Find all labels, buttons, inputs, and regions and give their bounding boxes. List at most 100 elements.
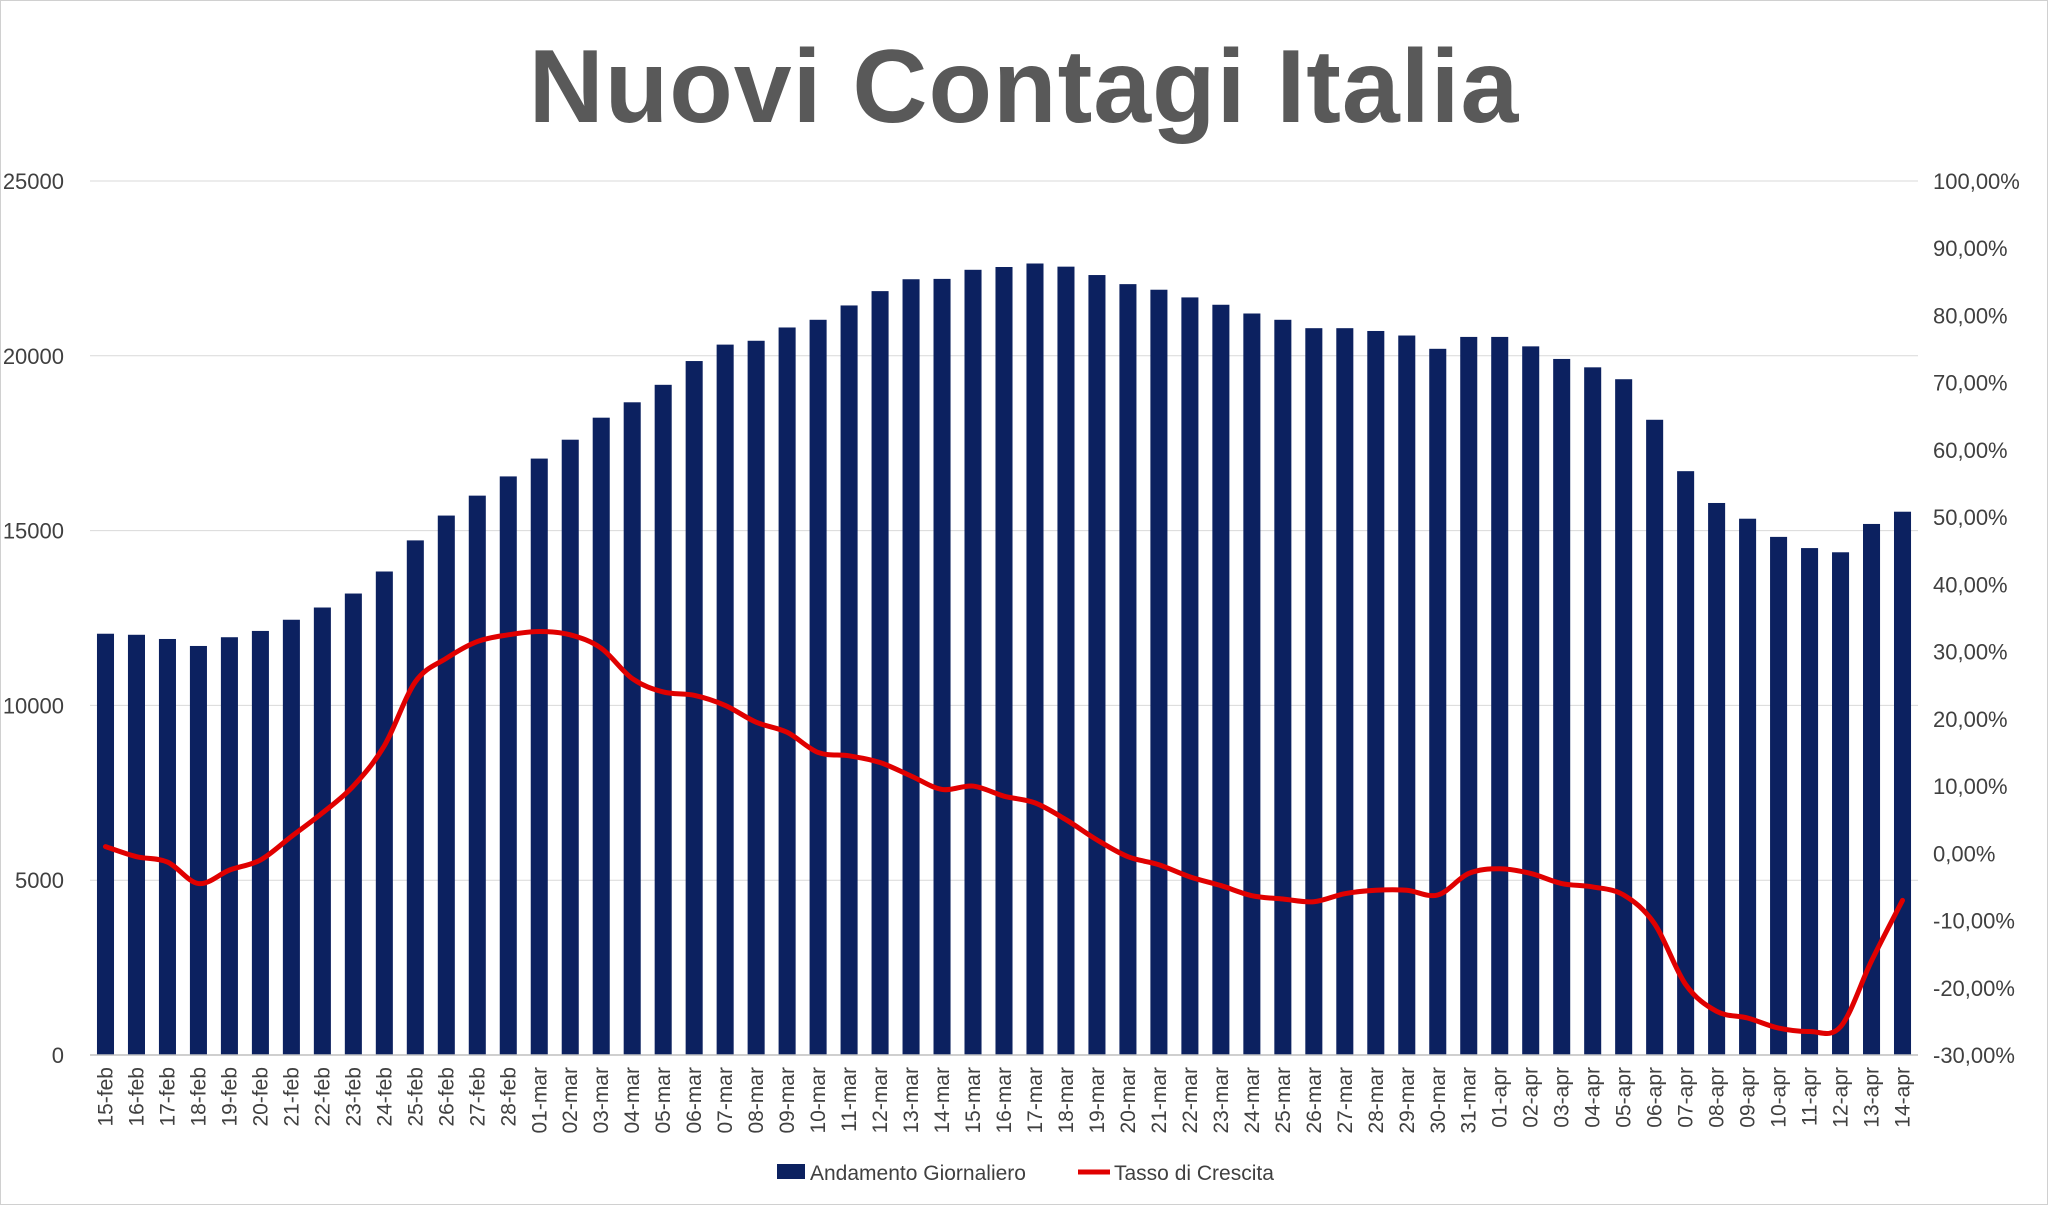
x-tick-label: 28-mar (1365, 1067, 1388, 1134)
bar (1584, 367, 1602, 1055)
bar (1615, 379, 1633, 1055)
x-tick-label: 25-mar (1272, 1067, 1295, 1134)
bar (964, 269, 982, 1055)
x-tick-label: 06-mar (683, 1067, 706, 1134)
y-right-tick-label: -30,00% (1933, 1043, 2015, 1068)
x-axis: 15-feb 16-feb 17-feb 18-feb 19-feb 20-feb 21-f… (90, 1054, 1918, 1134)
bar (747, 340, 765, 1055)
bar (499, 476, 517, 1055)
bar (127, 634, 145, 1055)
bar (623, 402, 641, 1055)
y-right-tick-label: 10,00% (1933, 774, 2008, 799)
y-right-tick-label: 80,00% (1933, 303, 2008, 328)
bar (1708, 502, 1726, 1056)
y-right-tick-label: 40,00% (1933, 572, 2008, 597)
x-tick-label: 02-mar (559, 1067, 582, 1134)
bar (1181, 297, 1199, 1055)
x-tick-label: 22-mar (1179, 1067, 1202, 1134)
x-tick-label: 23-mar (1210, 1067, 1233, 1134)
bar (1057, 266, 1075, 1056)
bar (902, 279, 920, 1055)
x-tick-label: 08-apr (1706, 1067, 1729, 1128)
bar (189, 645, 207, 1055)
y-left-tick-label: 25000 (3, 169, 64, 194)
bar (406, 540, 424, 1055)
x-tick-label: 18-feb (187, 1067, 210, 1127)
x-tick-label: 22-feb (311, 1067, 334, 1127)
y-right-tick-label: 20,00% (1933, 707, 2008, 732)
bar (1801, 548, 1819, 1055)
x-tick-label: 07-apr (1675, 1067, 1698, 1128)
bar (1739, 518, 1757, 1055)
bar (1770, 536, 1788, 1055)
bar (1305, 328, 1323, 1055)
x-tick-label: 02-apr (1520, 1067, 1543, 1128)
bar (313, 607, 331, 1055)
bar (1893, 511, 1912, 1056)
x-tick-label: 25-feb (404, 1067, 427, 1127)
bar (1274, 319, 1292, 1055)
bar (995, 267, 1013, 1055)
bar (344, 593, 362, 1055)
x-tick-label: 29-mar (1396, 1067, 1419, 1134)
bar (1336, 328, 1354, 1055)
x-tick-label: 17-mar (1024, 1067, 1047, 1134)
x-tick-label: 28-feb (497, 1067, 520, 1127)
x-tick-label: 13-apr (1861, 1067, 1884, 1128)
x-tick-label: 08-mar (745, 1067, 768, 1134)
bar (1491, 336, 1509, 1055)
x-tick-label: 21-mar (1148, 1067, 1171, 1134)
growth-rate-line (102, 628, 1906, 1036)
bar (1150, 289, 1168, 1055)
bar (1646, 419, 1664, 1055)
y-right-tick-label: 90,00% (1933, 236, 2008, 261)
x-tick-label: 19-mar (1086, 1067, 1109, 1134)
legend-label-line: Tasso di Crescita (1114, 1162, 1274, 1185)
legend-label-bar: Andamento Giornaliero (810, 1162, 1026, 1185)
x-tick-label: 05-apr (1613, 1067, 1636, 1128)
x-tick-label: 26-mar (1303, 1067, 1326, 1134)
bar (561, 439, 579, 1056)
bar (251, 630, 269, 1055)
bar (1212, 304, 1230, 1055)
x-tick-label: 26-feb (435, 1067, 458, 1127)
x-tick-label: 20-mar (1117, 1067, 1140, 1134)
x-tick-label: 04-apr (1582, 1067, 1605, 1128)
x-tick-label: 23-feb (342, 1067, 365, 1127)
x-tick-label: 13-mar (900, 1067, 923, 1134)
x-tick-label: 01-apr (1489, 1067, 1512, 1128)
x-tick-label: 15-feb (94, 1067, 117, 1127)
left-axis: 0 5000 10000 15000 20000 25000 (3, 169, 64, 1068)
x-tick-label: 03-mar (590, 1067, 613, 1134)
bar (1398, 335, 1416, 1055)
x-tick-label: 12-mar (869, 1067, 892, 1134)
x-tick-label: 10-apr (1768, 1067, 1791, 1128)
bar (1119, 284, 1137, 1056)
x-tick-label: 12-apr (1830, 1067, 1853, 1128)
y-left-tick-label: 5000 (15, 868, 64, 893)
bar (840, 305, 858, 1055)
x-tick-label: 17-feb (156, 1067, 179, 1127)
x-tick-label: 16-mar (993, 1067, 1016, 1134)
y-left-tick-label: 0 (52, 1043, 64, 1068)
bar (716, 344, 734, 1055)
y-right-tick-label: 50,00% (1933, 505, 2008, 530)
x-tick-label: 19-feb (218, 1067, 241, 1127)
x-tick-label: 27-feb (466, 1067, 489, 1127)
bar (685, 361, 703, 1055)
bar (1367, 330, 1385, 1055)
x-tick-label: 20-feb (249, 1067, 272, 1127)
bar (1553, 358, 1571, 1055)
x-tick-label: 16-feb (125, 1067, 148, 1127)
legend-swatch-bar (777, 1164, 805, 1179)
x-tick-label: 11-mar (838, 1067, 861, 1132)
y-right-tick-label: 60,00% (1933, 438, 2008, 463)
y-left-tick-label: 15000 (3, 519, 64, 544)
y-right-tick-label: 30,00% (1933, 640, 2008, 665)
bar-series (96, 263, 1912, 1056)
chart-title: Nuovi Contagi Italia (528, 29, 1520, 145)
x-tick-label: 01-mar (528, 1067, 551, 1134)
x-tick-label: 24-mar (1241, 1067, 1264, 1134)
bar (592, 417, 610, 1055)
